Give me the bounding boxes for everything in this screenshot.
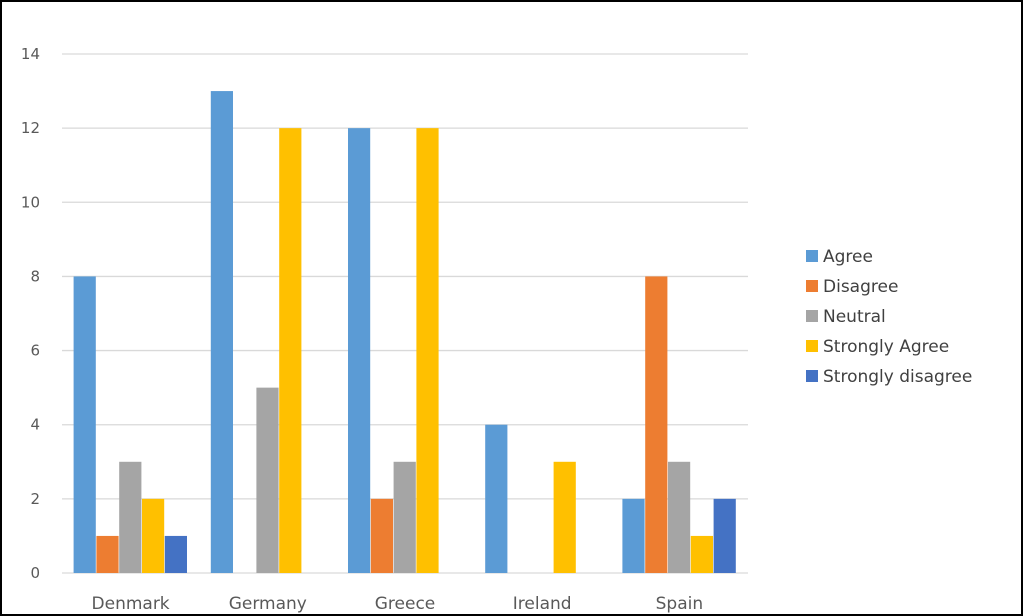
legend-swatch (806, 250, 818, 262)
y-tick-label: 14 (21, 45, 40, 63)
legend-swatch (806, 280, 818, 292)
legend-label: Neutral (823, 307, 886, 327)
bar-ireland-agree (485, 424, 508, 573)
legend-label: Disagree (823, 277, 898, 297)
y-tick-label: 8 (30, 267, 40, 285)
bar-spain-strongly-agree (690, 535, 713, 573)
legend-swatch (806, 340, 818, 352)
legend: Agree Disagree Neutral Strongly Agree Strong… (806, 247, 972, 387)
y-tick-label: 2 (30, 490, 40, 508)
bar-germany-agree (210, 91, 233, 574)
x-category-label: Germany (229, 594, 307, 614)
x-category-label: Ireland (513, 594, 572, 614)
bar-greece-strongly-agree (416, 128, 439, 573)
bar-ireland-strongly-agree (553, 461, 576, 573)
legend-label: Agree (823, 247, 873, 267)
y-tick-label: 0 (30, 564, 40, 582)
bar-denmark-agree (73, 276, 96, 573)
bar-spain-agree (622, 498, 645, 573)
bar-denmark-disagree (96, 535, 119, 573)
bar-greece-disagree (370, 498, 393, 573)
legend-label: Strongly Agree (823, 337, 949, 357)
bar-germany-strongly-agree (279, 128, 302, 573)
y-tick-label: 12 (21, 119, 40, 137)
bar-germany-neutral (256, 387, 279, 573)
x-axis-category-labels: Denmark Germany Greece Ireland Spain (92, 594, 704, 614)
y-tick-label: 10 (21, 193, 40, 211)
y-tick-label: 4 (30, 416, 40, 434)
bars (73, 91, 736, 574)
bar-denmark-strongly-agree (142, 498, 165, 573)
bar-denmark-strongly-disagree (164, 535, 187, 573)
y-axis-tick-labels: 0 2 4 6 8 10 12 14 (21, 45, 40, 582)
bar-greece-neutral (393, 461, 416, 573)
bar-spain-neutral (668, 461, 691, 573)
x-category-label: Greece (375, 594, 436, 614)
legend-label: Strongly disagree (823, 367, 972, 387)
legend-swatch (806, 310, 818, 322)
bar-spain-strongly-disagree (713, 498, 736, 573)
x-category-label: Denmark (92, 594, 170, 614)
bar-denmark-neutral (119, 461, 142, 573)
x-category-label: Spain (656, 594, 704, 614)
legend-swatch (806, 370, 818, 382)
y-tick-label: 6 (30, 342, 40, 360)
bar-greece-agree (348, 128, 371, 573)
bar-spain-disagree (645, 276, 668, 573)
